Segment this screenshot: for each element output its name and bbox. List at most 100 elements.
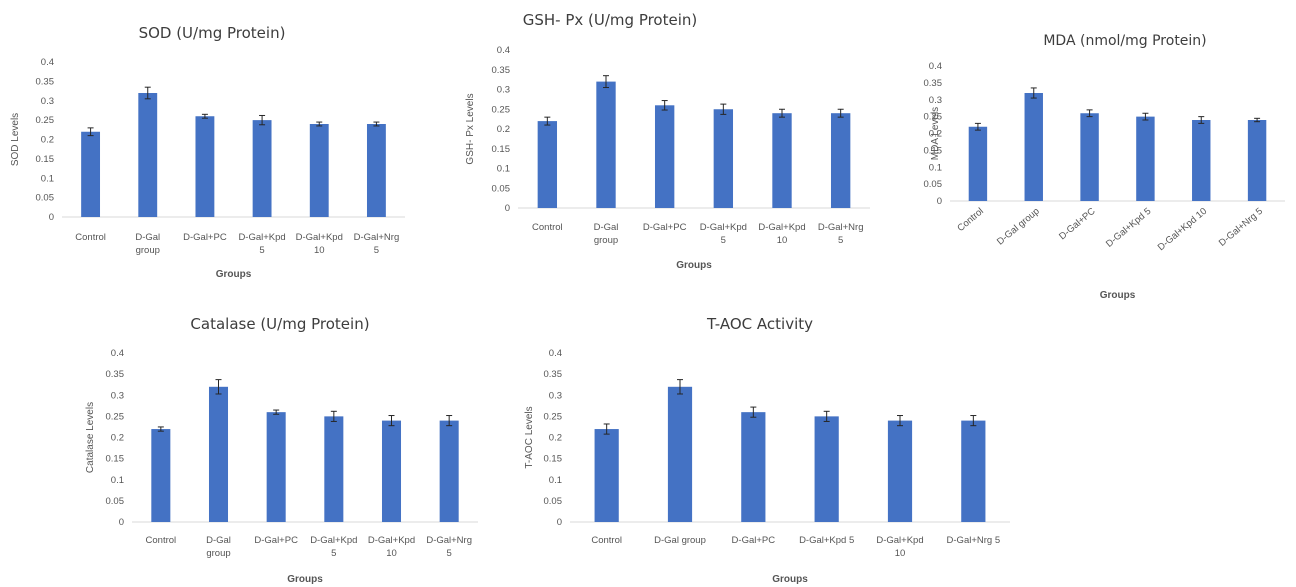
bar [81,131,101,217]
y-tick-label: 0.05 [106,496,125,507]
y-tick-label: 0 [119,517,124,528]
error-bar [1198,116,1205,124]
error-bar [779,108,785,118]
error-bar [974,122,981,131]
x-tick-label: Control [955,206,986,234]
y-tick-label: 0.2 [111,433,124,444]
gsh-px-chart: GSH- Px (U/mg Protein) 0 0.05 0.1 0.15 0.2 0.2… [440,0,880,290]
chart-svg: SOD (U/mg Protein) 0 0.05 0.1 0.15 0.2 0.25 0.3… [10,24,405,280]
x-tick-label: Control [591,535,622,546]
y-tick-label: 0.3 [929,95,942,106]
bar [968,126,988,201]
y-tick-label: 0.3 [41,96,54,107]
error-bar [1254,117,1261,123]
x-tick-label: D-Gal group [135,232,160,256]
x-tick-label: D-Gal+Kpd 10 [296,232,343,256]
x-tick-label: D-Gal+Nrg 5 [1217,206,1265,249]
y-tick-label: 0.1 [111,475,124,486]
y-tick-label: 0.25 [924,112,943,123]
chart-svg: MDA (nmol/mg Protein) 0 0.05 0.1 0.15 0.2 0.25… [924,33,1285,301]
bar [1247,120,1267,201]
x-tick-label: D-Gal+PC [183,232,227,243]
chart-title: Catalase (U/mg Protein) [190,315,369,333]
error-bar [661,100,668,111]
error-bar [897,415,903,427]
bar [1080,113,1099,201]
y-tick-label: 0 [937,196,942,207]
x-axis-title: Groups [772,574,808,585]
y-tick-label: 0.25 [36,115,55,126]
x-tick-label: D-Gal+Kpd 5 [1104,206,1153,250]
chart-svg: Catalase (U/mg Protein) 0 0.05 0.1 0.15 0.2 0.… [85,315,478,585]
y-tick-label: 0.15 [492,144,511,155]
bar [537,121,558,208]
bar [772,113,792,208]
x-tick-label: D-Gal+Kpd 10 [876,535,923,559]
x-tick-label: D-Gal+Nrg 5 [426,535,472,559]
y-tick-label: 0.2 [41,135,54,146]
chart-title: SOD (U/mg Protein) [139,24,286,42]
bar [252,120,272,217]
bar [266,412,286,522]
bar [1192,120,1211,201]
error-bar [316,121,323,127]
error-bar [388,415,395,427]
bar [596,81,616,208]
y-tick-label: 0.05 [544,496,563,507]
y-tick-label: 0.15 [106,454,125,465]
error-bar [837,108,844,118]
error-bar [544,116,551,126]
x-axis-title: Groups [676,260,712,271]
y-tick-label: 0.15 [544,454,563,465]
bar [594,429,619,522]
y-tick-label: 0.15 [924,145,943,156]
y-axis-title: SOD Levels [10,113,21,166]
y-tick-label: 0.25 [544,411,563,422]
x-tick-label: D-Gal+Nrg 5 [354,232,400,256]
x-axis-title: Groups [1100,290,1136,301]
y-tick-label: 0.1 [497,164,510,175]
bar [830,113,851,208]
bar [138,93,158,217]
bar [151,429,171,522]
error-bar [1142,112,1149,121]
x-tick-label: D-Gal+Kpd 5 [799,535,854,546]
x-tick-label: D-Gal group [594,222,619,246]
y-tick-label: 0.35 [924,78,943,89]
error-bar [446,415,453,427]
error-bar [144,86,151,100]
bar [439,420,459,522]
x-axis-title: Groups [216,269,252,280]
error-bar [157,426,164,432]
y-tick-label: 0.4 [549,348,562,359]
x-tick-label: D-Gal group [654,535,706,546]
x-tick-label: D-Gal+PC [643,222,687,233]
y-axis-title: MDA Levels [930,107,941,160]
chart-svg: T-AOC Activity 0 0.05 0.1 0.15 0.2 0.25 0.3 0.35… [524,315,1010,585]
y-tick-label: 0.25 [106,411,125,422]
error-bar [273,409,280,415]
bar [366,124,386,217]
y-tick-label: 0 [49,212,54,223]
y-tick-label: 0.3 [497,85,510,96]
error-bar [201,113,208,119]
x-tick-label: D-Gal+Nrg 5 [947,535,1001,546]
catalase-chart: Catalase (U/mg Protein) 0 0.05 0.1 0.15 0.2 0.… [60,305,480,587]
y-tick-label: 0.15 [36,154,55,165]
x-tick-label: D-Gal+Kpd 10 [368,535,415,559]
y-tick-label: 0.05 [924,179,943,190]
chart-title: GSH- Px (U/mg Protein) [523,11,698,29]
x-tick-label: D-Gal+Kpd 5 [238,232,285,256]
y-tick-label: 0.35 [36,76,55,87]
x-tick-label: D-Gal+PC [1057,206,1098,243]
y-tick-label: 0.3 [549,390,562,401]
error-bar [1086,109,1093,118]
t-aoc-chart: T-AOC Activity 0 0.05 0.1 0.15 0.2 0.25 0.3 0.35… [480,305,1020,587]
error-bar [330,410,337,422]
error-bar [215,379,222,395]
bar [713,109,734,208]
y-tick-label: 0.2 [497,124,510,135]
error-bar [87,127,94,137]
y-tick-label: 0.05 [36,193,55,204]
error-bar [970,415,977,427]
